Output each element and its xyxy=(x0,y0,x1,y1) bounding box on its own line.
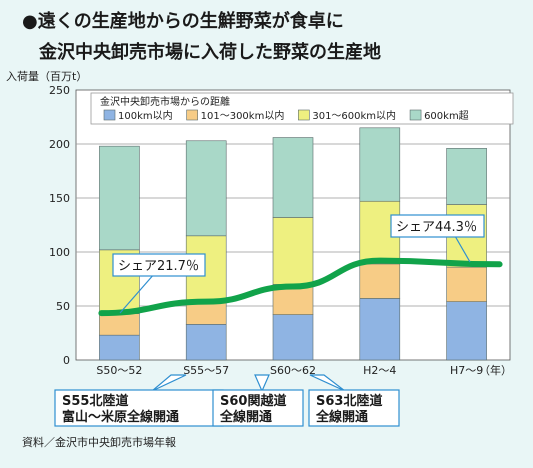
annotation-s55: S55北陸道 富山〜米原全線開通 xyxy=(54,374,224,427)
y-tick-label-100: 100 xyxy=(49,246,70,259)
bars-layer xyxy=(99,127,487,361)
annotation-s63-box xyxy=(308,389,400,427)
y-tick-label-50: 50 xyxy=(56,300,70,313)
bar-1-0 xyxy=(185,324,227,361)
share-line xyxy=(98,257,503,317)
bar-4-1 xyxy=(446,266,487,302)
bar-4-0 xyxy=(446,301,487,361)
share-callout-1: シェア21.7％ xyxy=(112,253,206,314)
annotation-s60-pointer xyxy=(254,374,270,393)
bar-3-3 xyxy=(359,127,401,202)
legend-title: 金沢中央卸売市場からの距離 xyxy=(100,95,230,108)
bar-0-3 xyxy=(99,145,140,251)
annotation-s55-line2: 富山〜米原全線開通 xyxy=(62,409,179,425)
y-tick-label-200: 200 xyxy=(49,138,70,151)
legend-swatch-1 xyxy=(186,109,198,121)
annotation-s55-pointer xyxy=(151,374,187,392)
y-tick-label-150: 150 xyxy=(49,192,70,205)
annotation-s55-box xyxy=(54,389,224,427)
bar-2-3 xyxy=(272,137,314,218)
share-callout-2-box xyxy=(390,214,485,238)
x-tick-label-2: S60〜62 xyxy=(270,364,316,377)
legend-swatch-0 xyxy=(103,109,116,121)
legend-label-0: 100km以内 xyxy=(118,109,173,122)
share-label-start: シェア21.7％ xyxy=(118,259,199,274)
x-tick-label-1: S55〜57 xyxy=(183,364,229,377)
y-tick-label-0: 0 xyxy=(63,354,70,367)
share-callout-2: シェア44.3％ xyxy=(390,214,485,263)
line-layer xyxy=(98,257,503,317)
bar-1-3 xyxy=(185,140,227,237)
x-tick-label-4: H7〜9 xyxy=(450,364,483,377)
annotation-s60-line2: 全線開通 xyxy=(219,409,272,425)
annotation-s63-pointer xyxy=(309,374,346,392)
x-tick-label-0: S50〜52 xyxy=(96,364,142,377)
share-callout-1-box xyxy=(112,253,206,277)
legend: 金沢中央卸売市場からの距離 100km以内 101〜300km以内 301〜600k… xyxy=(90,92,514,125)
bar-1-1 xyxy=(185,302,227,325)
legend-swatch-3 xyxy=(409,109,422,121)
bar-3-1 xyxy=(359,263,401,299)
annotation-s63: S63北陸道 全線開通 xyxy=(308,374,400,427)
source-note: 資料／金沢市中央卸売市場年報 xyxy=(22,435,176,449)
annotation-s63-line1: S63北陸道 xyxy=(316,393,382,409)
axis-layer: 0 50 100 150 200 250 S50〜52 S55〜57 S60〜62 H2〜4 H7〜… xyxy=(49,84,512,377)
share-callout-2-pointer xyxy=(454,235,471,263)
bar-0-1 xyxy=(99,313,140,336)
bar-2-0 xyxy=(272,314,314,361)
x-tick-label-3: H2〜4 xyxy=(363,364,396,377)
legend-items: 100km以内 101〜300km以内 301〜600km以内 600km超 xyxy=(103,109,469,122)
share-label-end: シェア44.3％ xyxy=(396,220,477,235)
title-line-2: 金沢中央卸売市場に入荷した野菜の生産地 xyxy=(38,41,381,63)
share-callout-1-pointer xyxy=(119,272,156,314)
title-line-1: ●遠くの生産地からの生鮮野菜が食卓に xyxy=(22,10,344,32)
legend-label-2: 301〜600km以内 xyxy=(312,109,396,122)
y-tick-label-250: 250 xyxy=(49,84,70,97)
annotation-s63-line2: 全線開通 xyxy=(315,409,368,425)
annotation-s55-line1: S55北陸道 xyxy=(62,393,128,409)
annotation-s60-line1: S60関越道 xyxy=(220,393,286,409)
legend-swatch-2 xyxy=(298,109,310,121)
annotation-s60-box xyxy=(212,389,304,427)
x-axis-unit: （年） xyxy=(479,363,512,377)
bar-0-0 xyxy=(99,334,140,361)
bar-4-3 xyxy=(446,148,487,205)
y-axis-label: 入荷量（百万t） xyxy=(6,70,87,83)
bar-3-0 xyxy=(359,298,401,361)
legend-label-3: 600km超 xyxy=(424,109,469,122)
annotation-s60: S60関越道 全線開通 xyxy=(212,374,304,427)
legend-label-1: 101〜300km以内 xyxy=(201,109,285,122)
bar-2-2 xyxy=(272,217,314,285)
